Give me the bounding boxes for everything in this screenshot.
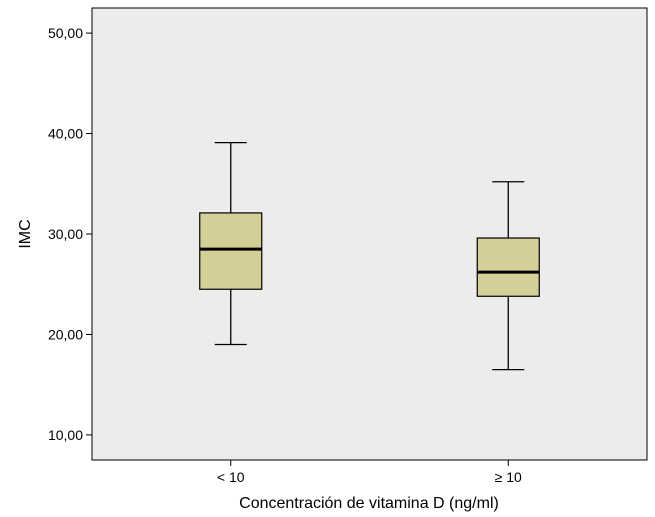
y-tick-label: 50,00 (48, 25, 83, 41)
x-tick-label: ≥ 10 (495, 469, 522, 485)
x-axis-ticks: < 10 ≥ 10 (217, 460, 522, 485)
y-tick-label: 40,00 (48, 126, 83, 142)
iqr-box (199, 212, 263, 290)
y-axis-label: IMC (17, 219, 34, 248)
box-group (476, 181, 540, 371)
x-axis-label: Concentración de vitamina D (ng/ml) (239, 495, 499, 512)
box-group (199, 141, 263, 346)
y-axis-ticks: 10,00 20,00 30,00 40,00 50,00 (48, 25, 92, 443)
y-tick-label: 30,00 (48, 226, 83, 242)
iqr-box (476, 237, 540, 297)
y-tick-label: 20,00 (48, 326, 83, 342)
x-tick-label: < 10 (217, 469, 245, 485)
y-tick-label: 10,00 (48, 427, 83, 443)
plot-area (91, 7, 648, 461)
box-series (199, 141, 540, 371)
